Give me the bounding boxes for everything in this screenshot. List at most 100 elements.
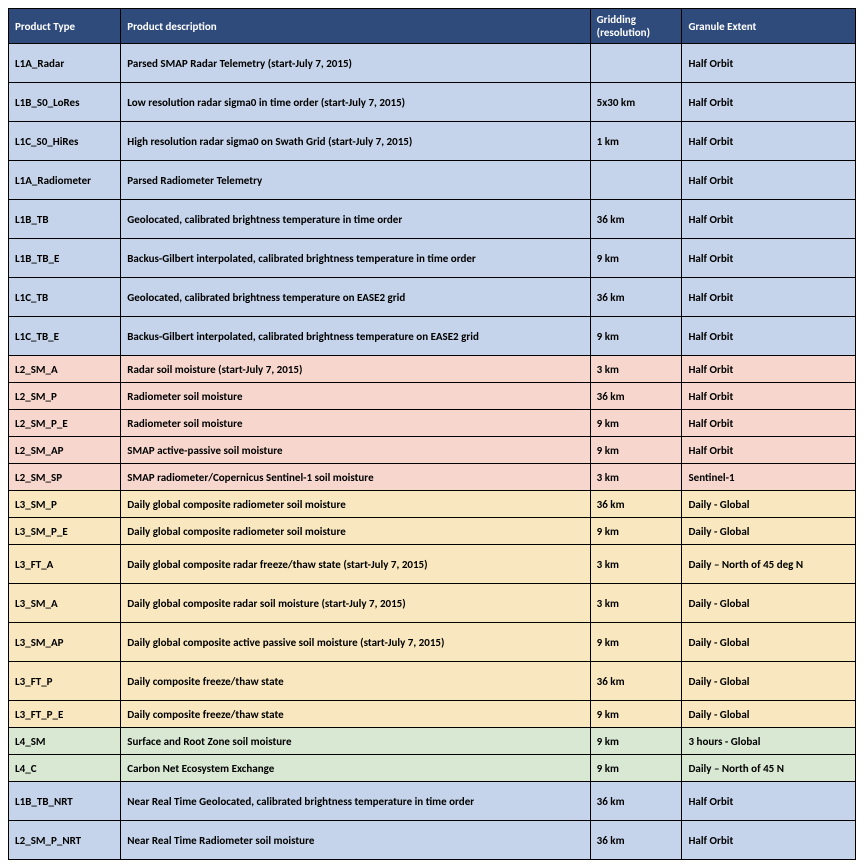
col-header-product-type: Product Type (9, 9, 121, 44)
cell-type: L3_FT_P_E (9, 701, 121, 728)
cell-grid: 36 km (590, 491, 682, 518)
cell-ext: Half Orbit (682, 161, 856, 200)
cell-type: L1C_TB (9, 278, 121, 317)
cell-type: L1A_Radiometer (9, 161, 121, 200)
cell-ext: Daily - Global (682, 518, 856, 545)
table-body: L1A_RadarParsed SMAP Radar Telemetry (st… (9, 44, 856, 860)
table-row: L1B_TB_NRTNear Real Time Geolocated, cal… (9, 782, 856, 821)
cell-desc: Surface and Root Zone soil moisture (121, 728, 590, 755)
cell-type: L2_SM_P_E (9, 410, 121, 437)
cell-ext: Daily – North of 45 N (682, 755, 856, 782)
table-row: L3_FT_PDaily composite freeze/thaw state… (9, 662, 856, 701)
cell-ext: Daily - Global (682, 701, 856, 728)
table-row: L2_SM_SPSMAP radiometer/Copernicus Senti… (9, 464, 856, 491)
cell-desc: Daily global composite radiometer soil m… (121, 491, 590, 518)
table-row: L3_SM_PDaily global composite radiometer… (9, 491, 856, 518)
cell-type: L4_SM (9, 728, 121, 755)
cell-type: L2_SM_P (9, 383, 121, 410)
cell-ext: Half Orbit (682, 383, 856, 410)
cell-ext: Half Orbit (682, 356, 856, 383)
table-row: L3_SM_APDaily global composite active pa… (9, 623, 856, 662)
cell-grid: 1 km (590, 122, 682, 161)
cell-type: L2_SM_AP (9, 437, 121, 464)
cell-desc: High resolution radar sigma0 on Swath Gr… (121, 122, 590, 161)
cell-grid: 9 km (590, 437, 682, 464)
cell-type: L3_SM_A (9, 584, 121, 623)
cell-ext: Half Orbit (682, 317, 856, 356)
table-row: L1C_TB_EBackus-Gilbert interpolated, cal… (9, 317, 856, 356)
cell-grid: 3 km (590, 545, 682, 584)
cell-ext: 3 hours - Global (682, 728, 856, 755)
table-row: L4_CCarbon Net Ecosystem Exchange9 kmDai… (9, 755, 856, 782)
cell-type: L3_SM_P_E (9, 518, 121, 545)
cell-desc: Daily global composite radiometer soil m… (121, 518, 590, 545)
cell-type: L2_SM_SP (9, 464, 121, 491)
cell-ext: Daily - Global (682, 584, 856, 623)
cell-desc: Low resolution radar sigma0 in time orde… (121, 83, 590, 122)
cell-type: L1C_S0_HiRes (9, 122, 121, 161)
cell-type: L3_SM_P (9, 491, 121, 518)
cell-type: L1B_TB_E (9, 239, 121, 278)
cell-desc: Backus-Gilbert interpolated, calibrated … (121, 239, 590, 278)
col-header-gridding: Gridding (resolution) (590, 9, 682, 44)
cell-grid: 3 km (590, 356, 682, 383)
cell-type: L3_FT_P (9, 662, 121, 701)
cell-desc: Radiometer soil moisture (121, 410, 590, 437)
cell-desc: Carbon Net Ecosystem Exchange (121, 755, 590, 782)
cell-ext: Daily - Global (682, 491, 856, 518)
cell-desc: Radiometer soil moisture (121, 383, 590, 410)
products-table: Product Type Product description Griddin… (8, 8, 856, 860)
table-row: L2_SM_P_NRTNear Real Time Radiometer soi… (9, 821, 856, 860)
cell-desc: Daily composite freeze/thaw state (121, 662, 590, 701)
cell-ext: Daily - Global (682, 662, 856, 701)
cell-desc: Parsed SMAP Radar Telemetry (start-July … (121, 44, 590, 83)
cell-grid (590, 161, 682, 200)
cell-desc: Geolocated, calibrated brightness temper… (121, 200, 590, 239)
cell-grid: 36 km (590, 782, 682, 821)
cell-desc: SMAP active-passive soil moisture (121, 437, 590, 464)
cell-ext: Half Orbit (682, 122, 856, 161)
table-header-row: Product Type Product description Griddin… (9, 9, 856, 44)
cell-desc: Radar soil moisture (start-July 7, 2015) (121, 356, 590, 383)
cell-type: L1A_Radar (9, 44, 121, 83)
cell-type: L4_C (9, 755, 121, 782)
cell-ext: Daily – North of 45 deg N (682, 545, 856, 584)
cell-type: L2_SM_A (9, 356, 121, 383)
cell-ext: Half Orbit (682, 44, 856, 83)
cell-desc: SMAP radiometer/Copernicus Sentinel-1 so… (121, 464, 590, 491)
cell-grid: 9 km (590, 755, 682, 782)
cell-grid: 9 km (590, 518, 682, 545)
table-row: L2_SM_PRadiometer soil moisture36 kmHalf… (9, 383, 856, 410)
cell-grid: 36 km (590, 821, 682, 860)
table-row: L1B_TBGeolocated, calibrated brightness … (9, 200, 856, 239)
cell-desc: Parsed Radiometer Telemetry (121, 161, 590, 200)
cell-grid: 36 km (590, 278, 682, 317)
cell-grid: 9 km (590, 410, 682, 437)
cell-ext: Half Orbit (682, 200, 856, 239)
cell-ext: Half Orbit (682, 410, 856, 437)
cell-type: L1C_TB_E (9, 317, 121, 356)
cell-ext: Half Orbit (682, 278, 856, 317)
cell-desc: Backus-Gilbert interpolated, calibrated … (121, 317, 590, 356)
cell-ext: Sentinel-1 (682, 464, 856, 491)
cell-desc: Daily global composite radar freeze/thaw… (121, 545, 590, 584)
cell-ext: Half Orbit (682, 821, 856, 860)
col-header-extent: Granule Extent (682, 9, 856, 44)
cell-type: L1B_S0_LoRes (9, 83, 121, 122)
cell-grid: 9 km (590, 239, 682, 278)
cell-grid: 9 km (590, 623, 682, 662)
cell-ext: Half Orbit (682, 782, 856, 821)
cell-desc: Near Real Time Geolocated, calibrated br… (121, 782, 590, 821)
table-row: L3_FT_ADaily global composite radar free… (9, 545, 856, 584)
cell-grid: 3 km (590, 464, 682, 491)
cell-type: L1B_TB (9, 200, 121, 239)
cell-grid: 9 km (590, 317, 682, 356)
cell-desc: Daily global composite active passive so… (121, 623, 590, 662)
table-row: L3_SM_P_EDaily global composite radiomet… (9, 518, 856, 545)
cell-ext: Half Orbit (682, 83, 856, 122)
cell-ext: Half Orbit (682, 239, 856, 278)
cell-grid: 9 km (590, 728, 682, 755)
table-row: L1C_TBGeolocated, calibrated brightness … (9, 278, 856, 317)
cell-ext: Half Orbit (682, 437, 856, 464)
cell-grid: 36 km (590, 662, 682, 701)
